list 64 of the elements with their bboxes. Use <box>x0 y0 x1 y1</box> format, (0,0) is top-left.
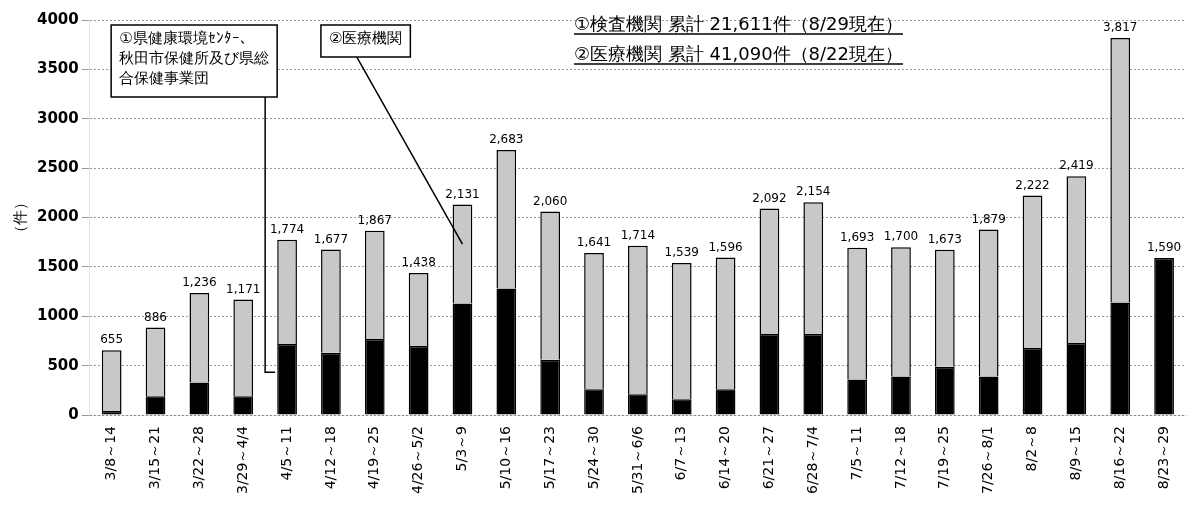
total-label: 655 <box>100 332 124 347</box>
text: ①県健康環境ｾﾝﾀｰ、秋田市保健所及び県総合保健事業団 <box>119 29 270 88</box>
total-label: 2,131 <box>445 186 480 201</box>
x-tick-label: 5/24～30 <box>584 426 601 490</box>
total-label: 1,590 <box>1146 240 1182 255</box>
x-tick-label: 3/29～4/4 <box>233 425 250 495</box>
x-tick-label: 8/9～15 <box>1067 426 1084 481</box>
total-label: 886 <box>144 309 167 324</box>
x-tick-label: 4/26～5/2 <box>409 426 426 495</box>
x-tick-label: 3/8～14 <box>102 425 119 481</box>
total-label: 1,236 <box>182 275 217 290</box>
x-tick-label: 8/23～29 <box>1154 426 1171 490</box>
total-label: 1,774 <box>269 221 305 236</box>
total-label: 2,683 <box>489 132 524 147</box>
x-tick-label: 8/16～22 <box>1110 426 1127 490</box>
total-label: 2,060 <box>532 193 568 208</box>
total-label: 1,700 <box>883 229 919 244</box>
x-tick-label: 5/31～6/6 <box>628 425 645 495</box>
x-tick-label: 4/5～11 <box>277 426 294 481</box>
x-tick-label: 3/15～21 <box>146 426 163 490</box>
x-tick-label: 8/2～8 <box>1023 426 1040 472</box>
x-tick-label: 5/3～9 <box>453 426 470 472</box>
total-label: 2,222 <box>1015 177 1050 192</box>
total-label: 1,693 <box>839 229 875 244</box>
total-label: 1,677 <box>313 231 349 246</box>
total-label: 1,673 <box>927 231 962 246</box>
total-label: 1,714 <box>620 227 656 242</box>
total-label: 1,438 <box>401 255 436 270</box>
x-tick-label: 6/14～20 <box>716 426 733 490</box>
total-label: 2,092 <box>752 190 787 205</box>
y-tick-label: 500 <box>47 355 79 374</box>
x-tick-label: 7/5～11 <box>847 426 864 481</box>
total-label: 1,171 <box>226 281 261 296</box>
x-tick-label: 4/12～18 <box>321 426 338 490</box>
y-tick-label: 3000 <box>37 108 79 127</box>
y-tick-label: 3500 <box>37 59 79 78</box>
x-tick-label: 6/7～13 <box>672 426 689 481</box>
annotation: ②医療機関 累計 41,090件（8/22現在） <box>574 43 904 64</box>
total-label: 1,879 <box>971 211 1006 226</box>
y-tick-label: 2000 <box>37 207 79 226</box>
y-tick-label: 1000 <box>37 306 79 325</box>
x-tick-label: 7/26～8/1 <box>979 426 996 495</box>
x-tick-label: 4/19～25 <box>365 426 382 490</box>
x-tick-label: 6/21～27 <box>760 426 777 490</box>
total-label: 2,154 <box>796 184 831 199</box>
x-tick-label: 7/19～25 <box>935 426 952 490</box>
x-tick-label: 3/22～28 <box>190 426 207 490</box>
y-axis-title: （件） <box>10 195 29 241</box>
total-label: 1,539 <box>664 245 699 260</box>
total-label: 1,641 <box>576 235 612 250</box>
text: ②医療機関 <box>328 29 403 48</box>
total-label: 1,596 <box>708 239 743 254</box>
y-tick-label: 0 <box>68 404 79 423</box>
y-tick-label: 1500 <box>37 256 79 275</box>
annotation: ①検査機関 累計 21,611件（8/29現在） <box>574 13 904 34</box>
x-tick-label: 5/17～23 <box>540 426 557 490</box>
x-tick-label: 6/28～7/4 <box>803 425 820 495</box>
x-tick-label: 7/12～18 <box>891 426 908 490</box>
total-label: 3,817 <box>1103 20 1138 35</box>
x-tick-label: 5/10～16 <box>496 425 513 490</box>
y-tick-label: 2500 <box>37 158 79 177</box>
total-label: 1,867 <box>357 212 392 227</box>
total-label: 2,419 <box>1059 158 1094 173</box>
y-tick-label: 4000 <box>37 9 79 28</box>
